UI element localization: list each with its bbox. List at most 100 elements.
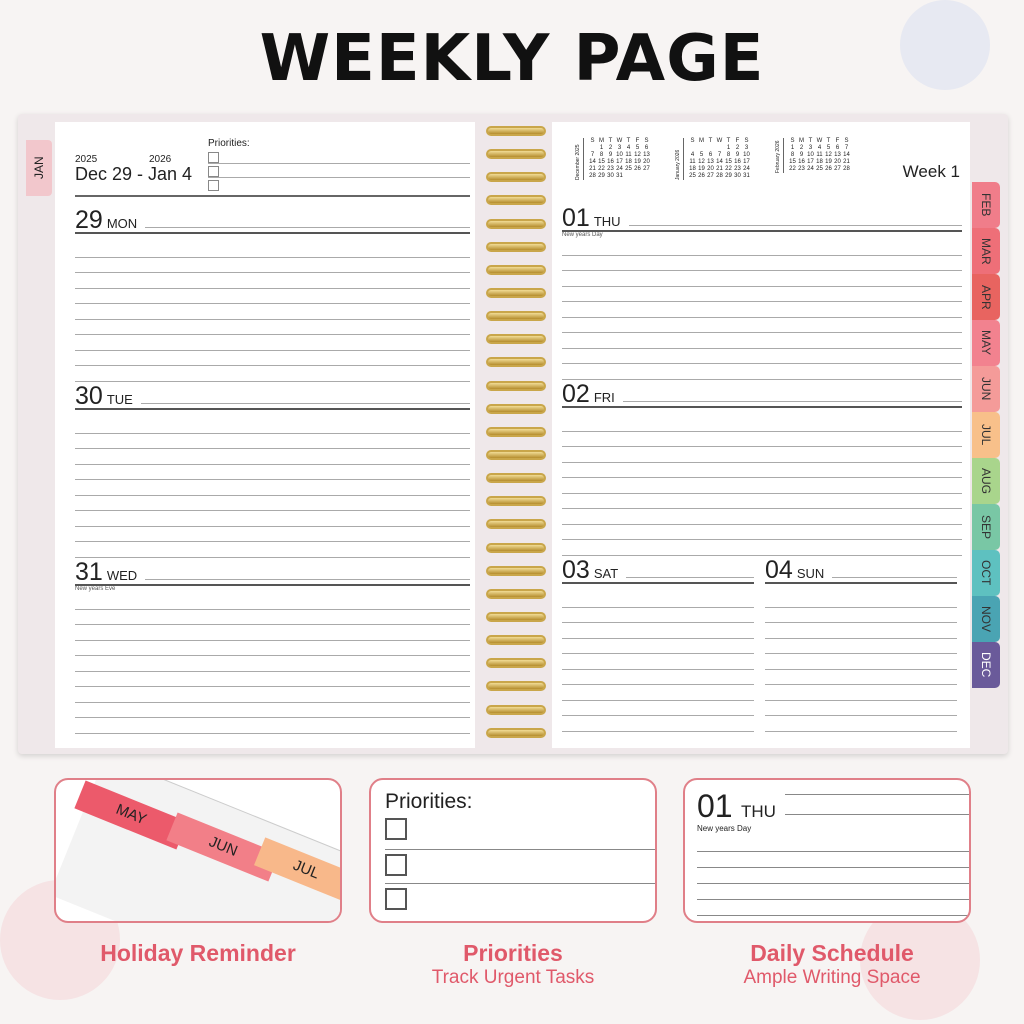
writing-line[interactable] bbox=[75, 527, 470, 542]
tab-jan[interactable]: JAN bbox=[26, 140, 52, 196]
writing-line[interactable] bbox=[562, 364, 962, 380]
day-section: 30 TUE bbox=[75, 378, 470, 558]
writing-line[interactable] bbox=[765, 639, 957, 654]
writing-line[interactable] bbox=[765, 654, 957, 670]
writing-line[interactable] bbox=[562, 463, 962, 478]
writing-line[interactable] bbox=[562, 478, 962, 494]
weekday-letter: T bbox=[708, 138, 713, 144]
writing-line[interactable] bbox=[75, 610, 470, 625]
writing-line[interactable] bbox=[75, 366, 470, 382]
tab-jun[interactable]: JUN bbox=[972, 366, 1000, 412]
mini-calendar-day: 22 bbox=[789, 166, 796, 172]
writing-line[interactable] bbox=[562, 318, 962, 333]
mini-calendar-day: 13 bbox=[707, 159, 714, 165]
writing-line[interactable] bbox=[75, 496, 470, 511]
writing-line[interactable] bbox=[562, 271, 962, 287]
writing-line[interactable] bbox=[765, 716, 957, 732]
spiral-ring bbox=[486, 565, 546, 576]
tab-dec[interactable]: DEC bbox=[972, 642, 1000, 688]
writing-line[interactable] bbox=[765, 670, 957, 685]
tab-mar[interactable]: MAR bbox=[972, 228, 1000, 274]
writing-line[interactable] bbox=[562, 670, 754, 685]
writing-line[interactable] bbox=[765, 608, 957, 623]
priority-checkbox[interactable] bbox=[208, 180, 219, 191]
writing-line[interactable] bbox=[75, 434, 470, 449]
writing-line[interactable] bbox=[562, 509, 962, 525]
writing-line[interactable] bbox=[562, 416, 962, 432]
writing-line[interactable] bbox=[562, 349, 962, 364]
writing-line[interactable] bbox=[75, 465, 470, 480]
writing-line[interactable] bbox=[75, 289, 470, 304]
writing-line[interactable] bbox=[562, 333, 962, 349]
writing-line[interactable] bbox=[75, 672, 470, 687]
tab-aug[interactable]: AUG bbox=[972, 458, 1000, 504]
writing-line[interactable] bbox=[75, 511, 470, 527]
writing-line[interactable] bbox=[562, 240, 962, 256]
writing-line[interactable] bbox=[75, 641, 470, 656]
priority-checkbox[interactable] bbox=[385, 854, 407, 876]
mini-calendar-day: 15 bbox=[598, 159, 605, 165]
writing-line[interactable] bbox=[765, 701, 957, 716]
writing-line[interactable] bbox=[562, 447, 962, 463]
writing-line[interactable] bbox=[75, 594, 470, 610]
tab-oct[interactable]: OCT bbox=[972, 550, 1000, 596]
writing-line[interactable] bbox=[75, 542, 470, 558]
writing-line[interactable] bbox=[75, 687, 470, 703]
writing-line[interactable] bbox=[562, 685, 754, 701]
writing-line[interactable] bbox=[765, 685, 957, 701]
spiral-ring bbox=[486, 218, 546, 229]
mini-calendar-day: 4 bbox=[690, 152, 695, 158]
writing-line[interactable] bbox=[562, 654, 754, 670]
day-section: 31 WED New years Eve bbox=[75, 554, 470, 734]
priority-checkbox[interactable] bbox=[385, 888, 407, 910]
writing-line[interactable] bbox=[75, 242, 470, 258]
priority-checkbox[interactable] bbox=[208, 166, 219, 177]
writing-line[interactable] bbox=[765, 592, 957, 608]
writing-line[interactable] bbox=[562, 287, 962, 302]
writing-line[interactable] bbox=[562, 639, 754, 654]
writing-line[interactable] bbox=[765, 623, 957, 639]
mini-calendar-day: 22 bbox=[725, 166, 732, 172]
writing-line[interactable] bbox=[562, 256, 962, 271]
mini-calendar-day: 29 bbox=[725, 173, 732, 179]
day-section: 03 SAT bbox=[562, 552, 754, 732]
weekday-letter: W bbox=[816, 138, 823, 144]
tab-may[interactable]: MAY bbox=[972, 320, 1000, 366]
writing-line[interactable] bbox=[562, 525, 962, 540]
mini-calendar-day: 26 bbox=[698, 173, 705, 179]
writing-line[interactable] bbox=[562, 623, 754, 639]
writing-line[interactable] bbox=[75, 656, 470, 672]
writing-line[interactable] bbox=[75, 703, 470, 718]
writing-line[interactable] bbox=[75, 320, 470, 335]
tab-jul[interactable]: JUL bbox=[972, 412, 1000, 458]
mini-calendar-day: 12 bbox=[698, 159, 705, 165]
writing-line[interactable] bbox=[75, 273, 470, 289]
writing-line[interactable] bbox=[562, 432, 962, 447]
writing-line[interactable] bbox=[562, 540, 962, 556]
tab-apr[interactable]: APR bbox=[972, 274, 1000, 320]
writing-line[interactable] bbox=[75, 304, 470, 320]
writing-line[interactable] bbox=[75, 335, 470, 351]
writing-line[interactable] bbox=[562, 716, 754, 732]
mini-calendar-day: 18 bbox=[816, 159, 823, 165]
writing-line[interactable] bbox=[75, 625, 470, 641]
writing-line[interactable] bbox=[562, 302, 962, 318]
writing-line[interactable] bbox=[562, 592, 754, 608]
writing-line[interactable] bbox=[75, 480, 470, 496]
priority-checkbox[interactable] bbox=[208, 152, 219, 163]
writing-line[interactable] bbox=[562, 701, 754, 716]
writing-line[interactable] bbox=[75, 718, 470, 734]
tab-sep[interactable]: SEP bbox=[972, 504, 1000, 550]
day-name: MON bbox=[106, 216, 138, 231]
writing-line[interactable] bbox=[75, 351, 470, 366]
tab-nov[interactable]: NOV bbox=[972, 596, 1000, 642]
priority-checkbox[interactable] bbox=[385, 818, 407, 840]
writing-line[interactable] bbox=[75, 449, 470, 465]
writing-line[interactable] bbox=[75, 258, 470, 273]
tab-feb[interactable]: FEB bbox=[972, 182, 1000, 228]
writing-line[interactable] bbox=[562, 608, 754, 623]
writing-line[interactable] bbox=[75, 418, 470, 434]
writing-line[interactable] bbox=[562, 494, 962, 509]
mini-calendar-day: 5 bbox=[699, 152, 704, 158]
mini-calendar: January 2026 S M T W T F S 1 2 3 4 5 6 7 8 9 10 11 12 13 14 15… bbox=[675, 138, 751, 180]
